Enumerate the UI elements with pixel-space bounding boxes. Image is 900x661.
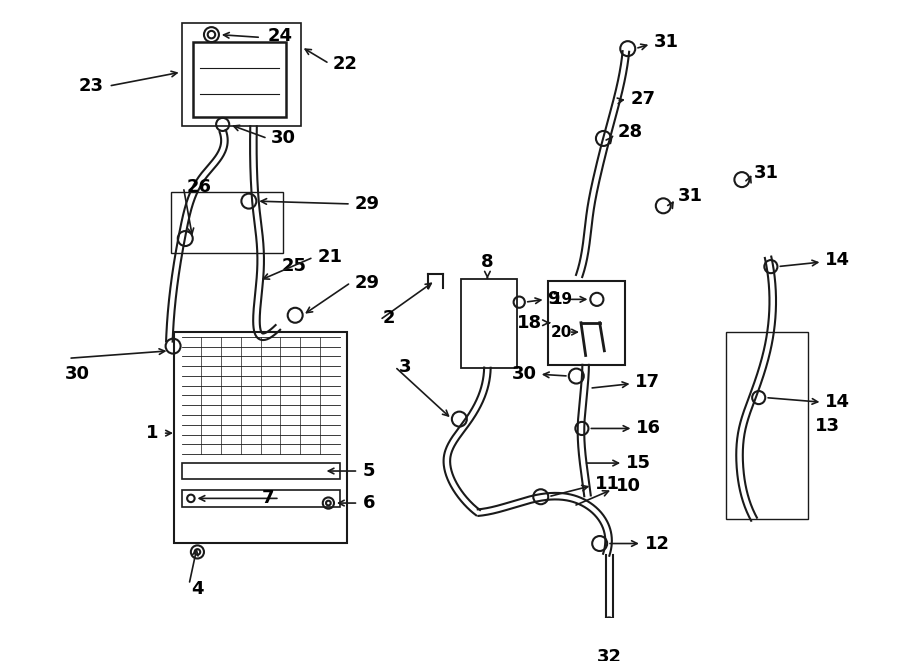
Bar	[726, 332, 808, 519]
Text: 10: 10	[616, 477, 641, 494]
Text: 2: 2	[382, 309, 395, 327]
Text: 30: 30	[270, 130, 295, 147]
Text: 32: 32	[597, 648, 622, 661]
Bar	[171, 192, 284, 253]
Bar	[174, 332, 347, 543]
Text: 8: 8	[482, 253, 494, 271]
Text: 6: 6	[363, 494, 375, 512]
Bar	[182, 463, 339, 479]
Text: 18: 18	[517, 314, 542, 332]
Bar	[461, 279, 518, 368]
Text: 22: 22	[333, 55, 358, 73]
Bar	[182, 490, 339, 507]
Text: 11: 11	[595, 475, 620, 492]
Text: 21: 21	[317, 249, 342, 266]
Text: 31: 31	[754, 164, 779, 182]
Text: 14: 14	[825, 393, 850, 411]
Bar	[193, 42, 286, 117]
Text: 16: 16	[636, 420, 662, 438]
Bar	[182, 23, 302, 126]
Text: 31: 31	[654, 33, 679, 51]
Text: 20: 20	[551, 325, 572, 340]
Text: 4: 4	[191, 580, 203, 598]
Text: 30: 30	[65, 365, 90, 383]
Text: 5: 5	[363, 462, 375, 480]
Text: 30: 30	[512, 365, 537, 383]
Text: 19: 19	[551, 292, 572, 307]
Text: 29: 29	[355, 195, 380, 213]
Text: 25: 25	[282, 257, 307, 275]
Bar	[548, 281, 625, 365]
Text: 28: 28	[617, 123, 643, 141]
Text: 7: 7	[262, 489, 274, 508]
Text: 31: 31	[678, 188, 702, 206]
Text: 1: 1	[146, 424, 158, 442]
Text: 23: 23	[79, 77, 104, 95]
Text: 13: 13	[814, 416, 840, 435]
Text: 24: 24	[267, 26, 293, 44]
Text: 12: 12	[644, 535, 670, 553]
Text: 15: 15	[626, 454, 651, 472]
Text: 3: 3	[399, 358, 411, 375]
Text: 26: 26	[186, 178, 211, 196]
Text: 14: 14	[825, 251, 850, 269]
Text: 17: 17	[635, 373, 661, 391]
Text: 27: 27	[631, 90, 655, 108]
Text: 29: 29	[355, 274, 380, 292]
Text: 9: 9	[547, 290, 560, 309]
